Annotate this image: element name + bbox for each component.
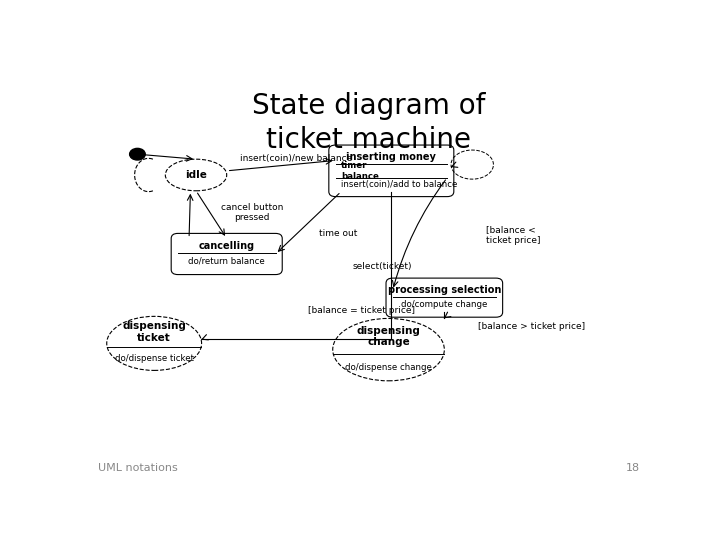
Text: State diagram of
ticket machine: State diagram of ticket machine bbox=[252, 92, 486, 154]
Text: do/dispense ticket: do/dispense ticket bbox=[114, 354, 194, 363]
Text: cancel button
pressed: cancel button pressed bbox=[220, 202, 283, 222]
Text: insert(coin)/add to balance: insert(coin)/add to balance bbox=[341, 180, 457, 189]
Circle shape bbox=[130, 148, 145, 160]
Text: do/dispense change: do/dispense change bbox=[345, 363, 432, 372]
Text: processing selection: processing selection bbox=[387, 285, 501, 295]
Text: time out: time out bbox=[319, 229, 357, 238]
Text: select(ticket): select(ticket) bbox=[352, 262, 412, 271]
Text: cancelling: cancelling bbox=[199, 241, 255, 251]
Text: do/return balance: do/return balance bbox=[189, 257, 265, 266]
Text: idle: idle bbox=[185, 170, 207, 180]
Text: timer
balance: timer balance bbox=[341, 161, 379, 180]
Text: do/compute change: do/compute change bbox=[401, 300, 487, 309]
Text: dispensing
ticket: dispensing ticket bbox=[122, 321, 186, 343]
Text: [balance = ticket price]: [balance = ticket price] bbox=[307, 306, 415, 315]
Text: [balance > ticket price]: [balance > ticket price] bbox=[478, 322, 585, 331]
Text: UML notations: UML notations bbox=[99, 463, 178, 473]
Text: dispensing
change: dispensing change bbox=[356, 326, 420, 347]
Text: inserting money: inserting money bbox=[346, 152, 436, 162]
Text: insert(coin)/new balance: insert(coin)/new balance bbox=[240, 154, 353, 163]
Text: [balance <
ticket price]: [balance < ticket price] bbox=[486, 226, 541, 245]
Text: 18: 18 bbox=[626, 463, 639, 473]
